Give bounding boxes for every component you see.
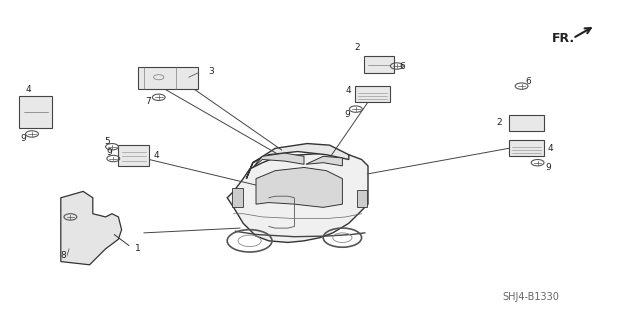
Text: 4: 4	[548, 144, 553, 153]
Polygon shape	[253, 153, 304, 167]
Bar	[138, 67, 198, 89]
Text: 7: 7	[146, 97, 151, 106]
Text: 4: 4	[154, 151, 159, 160]
Bar	[232, 188, 243, 207]
Text: 9: 9	[545, 163, 550, 172]
Text: 9: 9	[20, 134, 26, 143]
Bar	[357, 190, 367, 207]
Text: SHJ4-B1330: SHJ4-B1330	[503, 292, 559, 302]
Text: 1: 1	[135, 244, 140, 253]
Polygon shape	[256, 167, 342, 207]
Text: 6: 6	[526, 77, 531, 86]
Bar	[364, 56, 394, 73]
Text: 3: 3	[209, 67, 214, 76]
Text: 6: 6	[399, 63, 404, 71]
Text: 2: 2	[497, 118, 502, 127]
Polygon shape	[246, 144, 349, 179]
Polygon shape	[61, 191, 122, 265]
Bar	[509, 140, 544, 156]
Text: 8: 8	[61, 251, 66, 260]
Text: 4: 4	[26, 85, 31, 94]
Text: 4: 4	[346, 86, 351, 95]
Text: 9: 9	[106, 148, 111, 157]
Text: 9: 9	[345, 110, 350, 119]
Bar	[19, 96, 52, 128]
Polygon shape	[306, 156, 342, 166]
Bar	[118, 145, 149, 166]
Bar	[355, 86, 390, 102]
Text: 5: 5	[104, 137, 109, 146]
Bar	[509, 115, 544, 131]
Text: 2: 2	[355, 43, 360, 52]
Text: FR.: FR.	[552, 32, 575, 45]
Polygon shape	[227, 153, 368, 242]
